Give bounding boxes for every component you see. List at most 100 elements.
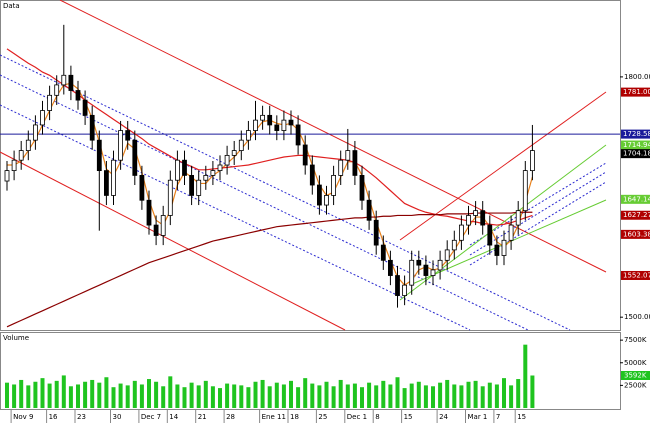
value-box-label: 1603.38 (623, 230, 650, 238)
x-tick-label: 21 (198, 413, 207, 421)
volume-bar (196, 385, 201, 408)
volume-bar (19, 379, 24, 408)
candle-body (160, 215, 166, 236)
volume-bar (33, 381, 38, 408)
volume-bar (189, 382, 194, 408)
candle-body (153, 224, 159, 236)
volume-bar (494, 384, 499, 408)
volume-bar (324, 381, 329, 408)
x-tick-label: 25 (318, 413, 327, 421)
volume-bar (502, 378, 506, 408)
candle-body (96, 139, 102, 172)
trend-line (0, 54, 571, 331)
value-box-label: 1647.14 (623, 195, 650, 203)
volume-bar (473, 380, 478, 408)
candle-body (437, 259, 443, 271)
value-box (621, 229, 650, 239)
candle-body (111, 159, 116, 196)
moving-average (6, 211, 533, 328)
volume-bar (374, 385, 379, 408)
candle-body (238, 139, 244, 151)
volume-bar (147, 379, 151, 408)
volume-tick-label: 2500K (624, 381, 647, 389)
volume-bar (246, 387, 251, 408)
candle-body (245, 130, 251, 141)
volume-bar (381, 380, 386, 408)
volume-bar (161, 386, 166, 408)
volume-bar (274, 382, 279, 408)
candle-body (501, 239, 507, 256)
volume-bar (402, 388, 407, 408)
volume-bar (203, 380, 208, 408)
x-tick-label: Nov 9 (13, 413, 33, 421)
volume-bar (118, 383, 123, 408)
candle-body (274, 124, 280, 131)
volume-bar (5, 382, 9, 408)
candle-body (458, 224, 464, 241)
volume-bar (303, 378, 308, 408)
volume-bar (47, 383, 52, 408)
candle-body (167, 179, 173, 216)
candle-body (508, 224, 514, 241)
candle-body (338, 159, 344, 176)
volume-tick-label: 5000K (624, 359, 647, 367)
value-box-label: 1728.58 (623, 130, 650, 138)
volume-bar (26, 385, 31, 408)
volume-bar (317, 385, 322, 408)
candle-body (423, 264, 429, 276)
volume-bar (331, 386, 336, 408)
candle-body (380, 244, 386, 261)
candle-body (331, 175, 337, 196)
volume-title: Volume (3, 334, 29, 342)
volume-bar (267, 386, 272, 408)
volume-value-label: 3592K (624, 372, 647, 380)
volume-bar (97, 382, 102, 408)
volume-bar (367, 382, 372, 408)
value-box (621, 87, 650, 97)
x-tick-label: Dec 1 (347, 413, 367, 421)
volume-bar (409, 383, 414, 408)
candle-body (231, 150, 237, 156)
value-box-label: 1627.27 (623, 211, 650, 219)
x-tick-label: Dec 7 (141, 413, 161, 421)
candle-body (522, 170, 528, 212)
volume-bar (487, 382, 492, 408)
candle-body (530, 150, 535, 172)
candle-body (451, 239, 457, 251)
volume-bar (210, 386, 215, 408)
volume-bar (260, 379, 265, 408)
trend-line (469, 171, 607, 256)
trend-line (0, 74, 529, 331)
candle-body (473, 210, 479, 216)
volume-bar (431, 386, 435, 408)
x-tick-label: 15 (404, 413, 413, 421)
candle-body (402, 284, 408, 296)
moving-average (6, 48, 533, 226)
volume-bar (388, 384, 393, 408)
volume-bar (516, 379, 521, 408)
candle-body (4, 170, 10, 182)
y-tick-label: 1800.00 (624, 73, 650, 81)
volume-bar (310, 383, 315, 408)
candle-body (281, 119, 287, 131)
candle-body (260, 114, 266, 121)
candle-body (316, 184, 322, 206)
candle-body (139, 175, 145, 201)
value-box (621, 129, 650, 139)
value-box (621, 270, 650, 280)
candle-body (267, 114, 273, 126)
candle-body (295, 124, 301, 146)
volume-bar (54, 380, 59, 408)
volume-bar (296, 387, 301, 408)
candle-body (174, 159, 180, 181)
volume-bar (289, 380, 293, 408)
volume-bar (523, 344, 528, 408)
x-tick-label: 24 (439, 413, 448, 421)
volume-bar (360, 387, 364, 408)
volume-bar (281, 384, 286, 408)
candle-body (309, 164, 315, 186)
x-tick-label: Mar 1 (468, 413, 488, 421)
volume-bar (509, 385, 514, 408)
volume-bar (445, 379, 450, 408)
volume-bar (452, 384, 457, 408)
